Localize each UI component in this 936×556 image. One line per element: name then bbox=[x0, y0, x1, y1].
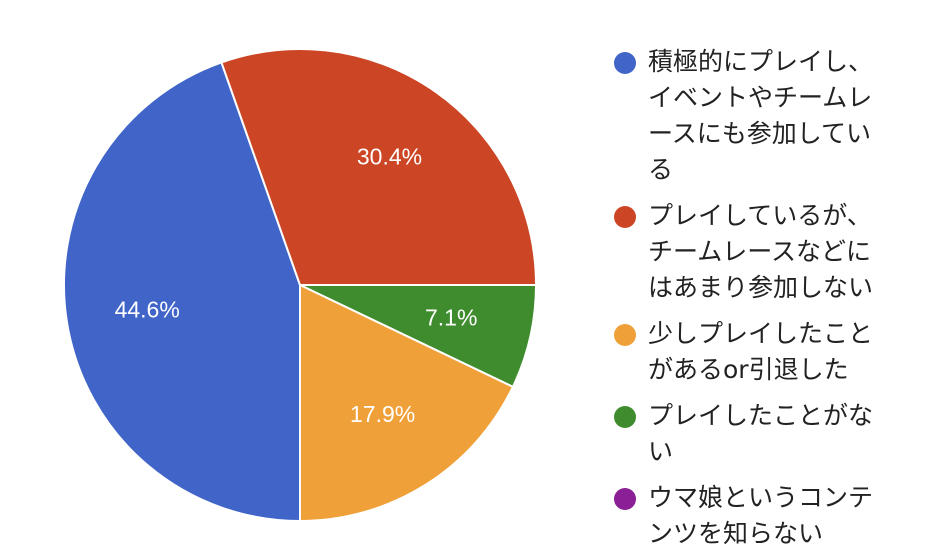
pie-slice-label-3: 7.1% bbox=[425, 304, 477, 330]
pie-slice-labels: 7.1% 17.9% 44.6% 30.4% bbox=[115, 144, 478, 428]
legend-item-2[interactable]: 少しプレイしたことがあるor引退した bbox=[614, 316, 930, 388]
legend-item-3[interactable]: プレイしたことがない bbox=[614, 398, 930, 470]
legend-item-4[interactable]: ウマ娘というコンテンツを知らない bbox=[614, 480, 930, 552]
pie-slice-label-1: 30.4% bbox=[357, 144, 422, 170]
pie-slice-2[interactable] bbox=[299, 283, 515, 523]
legend-swatch-3 bbox=[614, 406, 636, 428]
pie-slice-label-0: 44.6% bbox=[115, 296, 180, 322]
legend-item-1[interactable]: プレイしているが、チームレースなどにはあまり参加しない bbox=[614, 198, 930, 306]
legend-label-2: 少しプレイしたことがあるor引退した bbox=[648, 319, 874, 384]
legend-label-3: プレイしたことがない bbox=[648, 401, 874, 466]
legend: 積極的にプレイし、イベントやチームレースにも参加している プレイしているが、チー… bbox=[614, 44, 930, 556]
legend-label-0: 積極的にプレイし、イベントやチームレースにも参加している bbox=[648, 47, 874, 184]
legend-item-0[interactable]: 積極的にプレイし、イベントやチームレースにも参加している bbox=[614, 44, 930, 188]
legend-label-1: プレイしているが、チームレースなどにはあまり参加しない bbox=[648, 201, 874, 302]
legend-swatch-2 bbox=[614, 324, 636, 346]
pie-slice-label-2: 17.9% bbox=[350, 401, 415, 427]
pie-chart-plot: 7.1% 17.9% 44.6% 30.4% bbox=[62, 48, 538, 523]
legend-swatch-4 bbox=[614, 488, 636, 510]
legend-swatch-1 bbox=[614, 206, 636, 228]
pie-slice-0[interactable] bbox=[62, 61, 301, 523]
pie-slice-1[interactable] bbox=[220, 48, 538, 286]
pie-slices bbox=[62, 48, 538, 523]
legend-swatch-0 bbox=[614, 52, 636, 74]
pie-slice-3[interactable] bbox=[299, 284, 538, 389]
legend-label-4: ウマ娘というコンテンツを知らない bbox=[648, 483, 874, 548]
